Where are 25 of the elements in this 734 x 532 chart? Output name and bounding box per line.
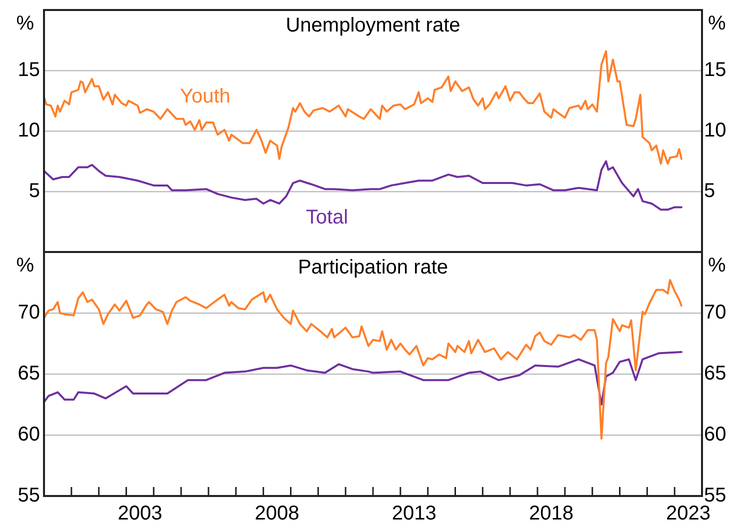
y-tick-label: 10 <box>18 120 40 142</box>
y-axis-title: % <box>16 12 34 35</box>
y-tick-label: 15 <box>18 59 40 82</box>
x-tick-label: 2008 <box>254 502 300 525</box>
y2-tick-label: 10 <box>704 120 726 142</box>
series-label: Youth <box>180 86 230 108</box>
series-label: Total <box>306 206 348 229</box>
y2-tick-label: 60 <box>704 424 726 446</box>
y2-tick-label: 70 <box>704 302 726 324</box>
y-tick-label: 5 <box>28 180 40 202</box>
y2-axis-title: % <box>708 12 726 35</box>
y-tick-label: 70 <box>18 302 40 324</box>
y2-tick-label: 15 <box>704 59 726 82</box>
y2-tick-label: 65 <box>704 362 726 385</box>
y-tick-label: 60 <box>18 424 40 446</box>
x-tick-label: 2013 <box>392 502 436 525</box>
y-tick-label: 55 <box>18 484 40 507</box>
x-tick-label: 2003 <box>118 502 162 525</box>
y2-axis-title: % <box>708 254 726 277</box>
chart-title: Unemployment rate <box>286 14 460 37</box>
x-tick-label: 2018 <box>528 502 574 525</box>
y-axis-title: % <box>16 254 34 277</box>
chart-title: Participation rate <box>298 256 448 279</box>
y-tick-label: 65 <box>18 362 40 385</box>
y2-tick-label: 5 <box>704 180 716 202</box>
